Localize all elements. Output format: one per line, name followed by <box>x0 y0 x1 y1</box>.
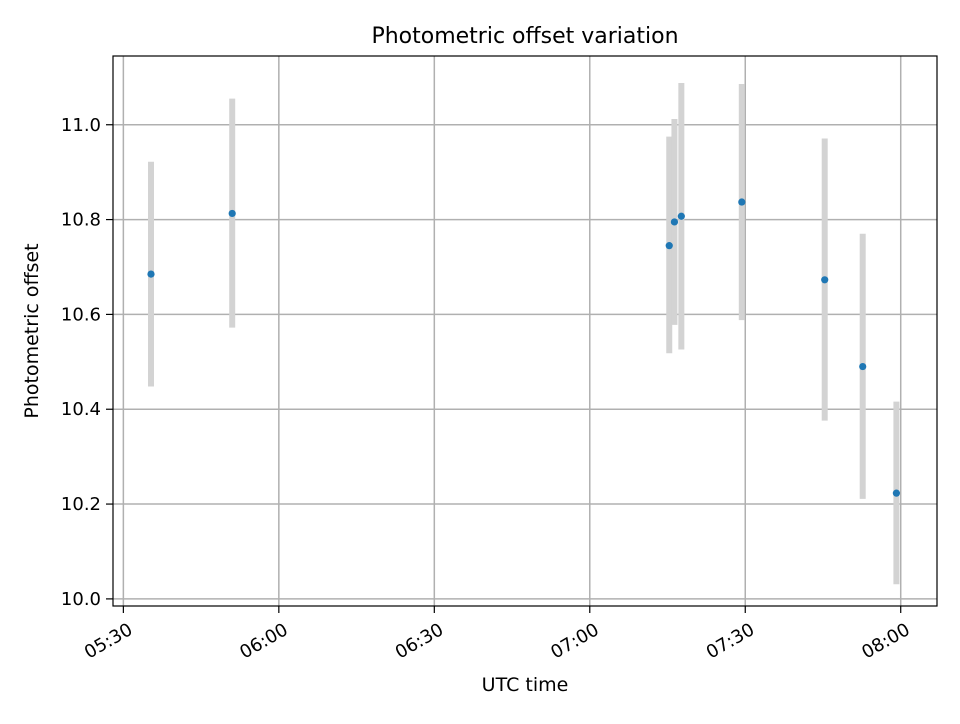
y-tick-label: 10.4 <box>61 399 101 420</box>
data-point <box>859 362 867 371</box>
y-tick-label: 10.0 <box>61 589 101 610</box>
data-point <box>228 209 236 218</box>
data-point <box>821 276 829 284</box>
data-point <box>892 489 901 497</box>
grid-layer <box>113 56 937 606</box>
point-layer <box>147 198 901 497</box>
y-axis-label: Photometric offset <box>21 243 43 418</box>
data-point <box>677 212 685 220</box>
data-point <box>670 218 679 226</box>
data-point <box>147 270 155 278</box>
chart-title: Photometric offset variation <box>371 24 678 49</box>
y-tick-label: 11.0 <box>61 115 101 136</box>
x-axis-label: UTC time <box>482 674 569 696</box>
y-tick-label: 10.6 <box>61 304 101 325</box>
data-point <box>665 242 673 250</box>
plot-frame <box>112 55 938 607</box>
y-tick-label: 10.8 <box>61 210 101 231</box>
data-point <box>738 198 746 206</box>
y-tick-label: 10.2 <box>61 494 101 515</box>
